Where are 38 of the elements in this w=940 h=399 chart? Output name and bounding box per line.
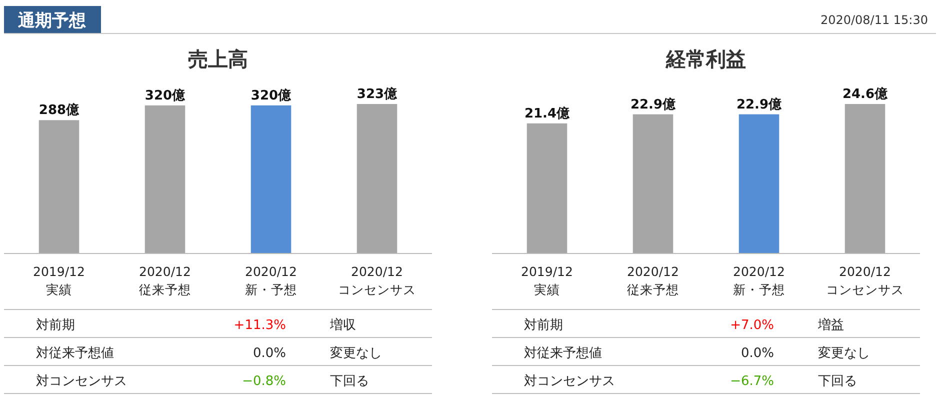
text: 対従来予想値 [524, 345, 602, 361]
text: 増益 [817, 317, 844, 333]
text: +11.3% [234, 318, 286, 333]
x-tick-label: 2019/12 実績 [33, 264, 85, 297]
data-label: 22.9億 [736, 96, 783, 112]
x-tick-label: 2020/12 コンセンサス [338, 264, 416, 297]
text: 変更なし [330, 345, 382, 361]
text: 0.0% [252, 346, 286, 361]
data-label: 320億 [250, 87, 292, 104]
x-tick-label: 2020/12 従来予想 [139, 264, 191, 297]
text: −6.7% [730, 374, 774, 389]
text: 増収 [329, 317, 356, 333]
text: +7.0% [730, 318, 774, 333]
text: 対コンセンサス [524, 373, 615, 389]
data-label: 320億 [144, 87, 186, 104]
text: 2020/08/11 15:30 [820, 13, 928, 27]
chart-title: 経常利益 [665, 47, 746, 71]
text: 下回る [330, 374, 369, 389]
data-label: 323億 [356, 86, 398, 102]
data-label: 21.4億 [524, 105, 571, 122]
text: 0.0% [740, 346, 774, 361]
text: 変更なし [818, 345, 870, 361]
text: −0.8% [242, 374, 286, 389]
text: 通期予想 [17, 11, 87, 31]
x-tick-label: 2020/12 新・予想 [733, 264, 785, 297]
text: 対コンセンサス [36, 373, 127, 389]
x-tick-label: 2020/12 新・予想 [245, 264, 297, 297]
data-label: 22.9億 [630, 96, 677, 112]
text: 対前期 [36, 317, 75, 333]
text: 対前期 [524, 317, 563, 333]
text: 対従来予想値 [36, 345, 114, 361]
x-tick-label: 2020/12 コンセンサス [826, 264, 904, 297]
text: 下回る [818, 374, 857, 389]
x-tick-label: 2019/12 実績 [521, 264, 573, 297]
x-tick-label: 2020/12 従来予想 [627, 264, 679, 297]
chart-title: 売上高 [188, 47, 248, 71]
data-label: 24.6億 [842, 86, 889, 102]
data-label: 288億 [38, 102, 80, 118]
